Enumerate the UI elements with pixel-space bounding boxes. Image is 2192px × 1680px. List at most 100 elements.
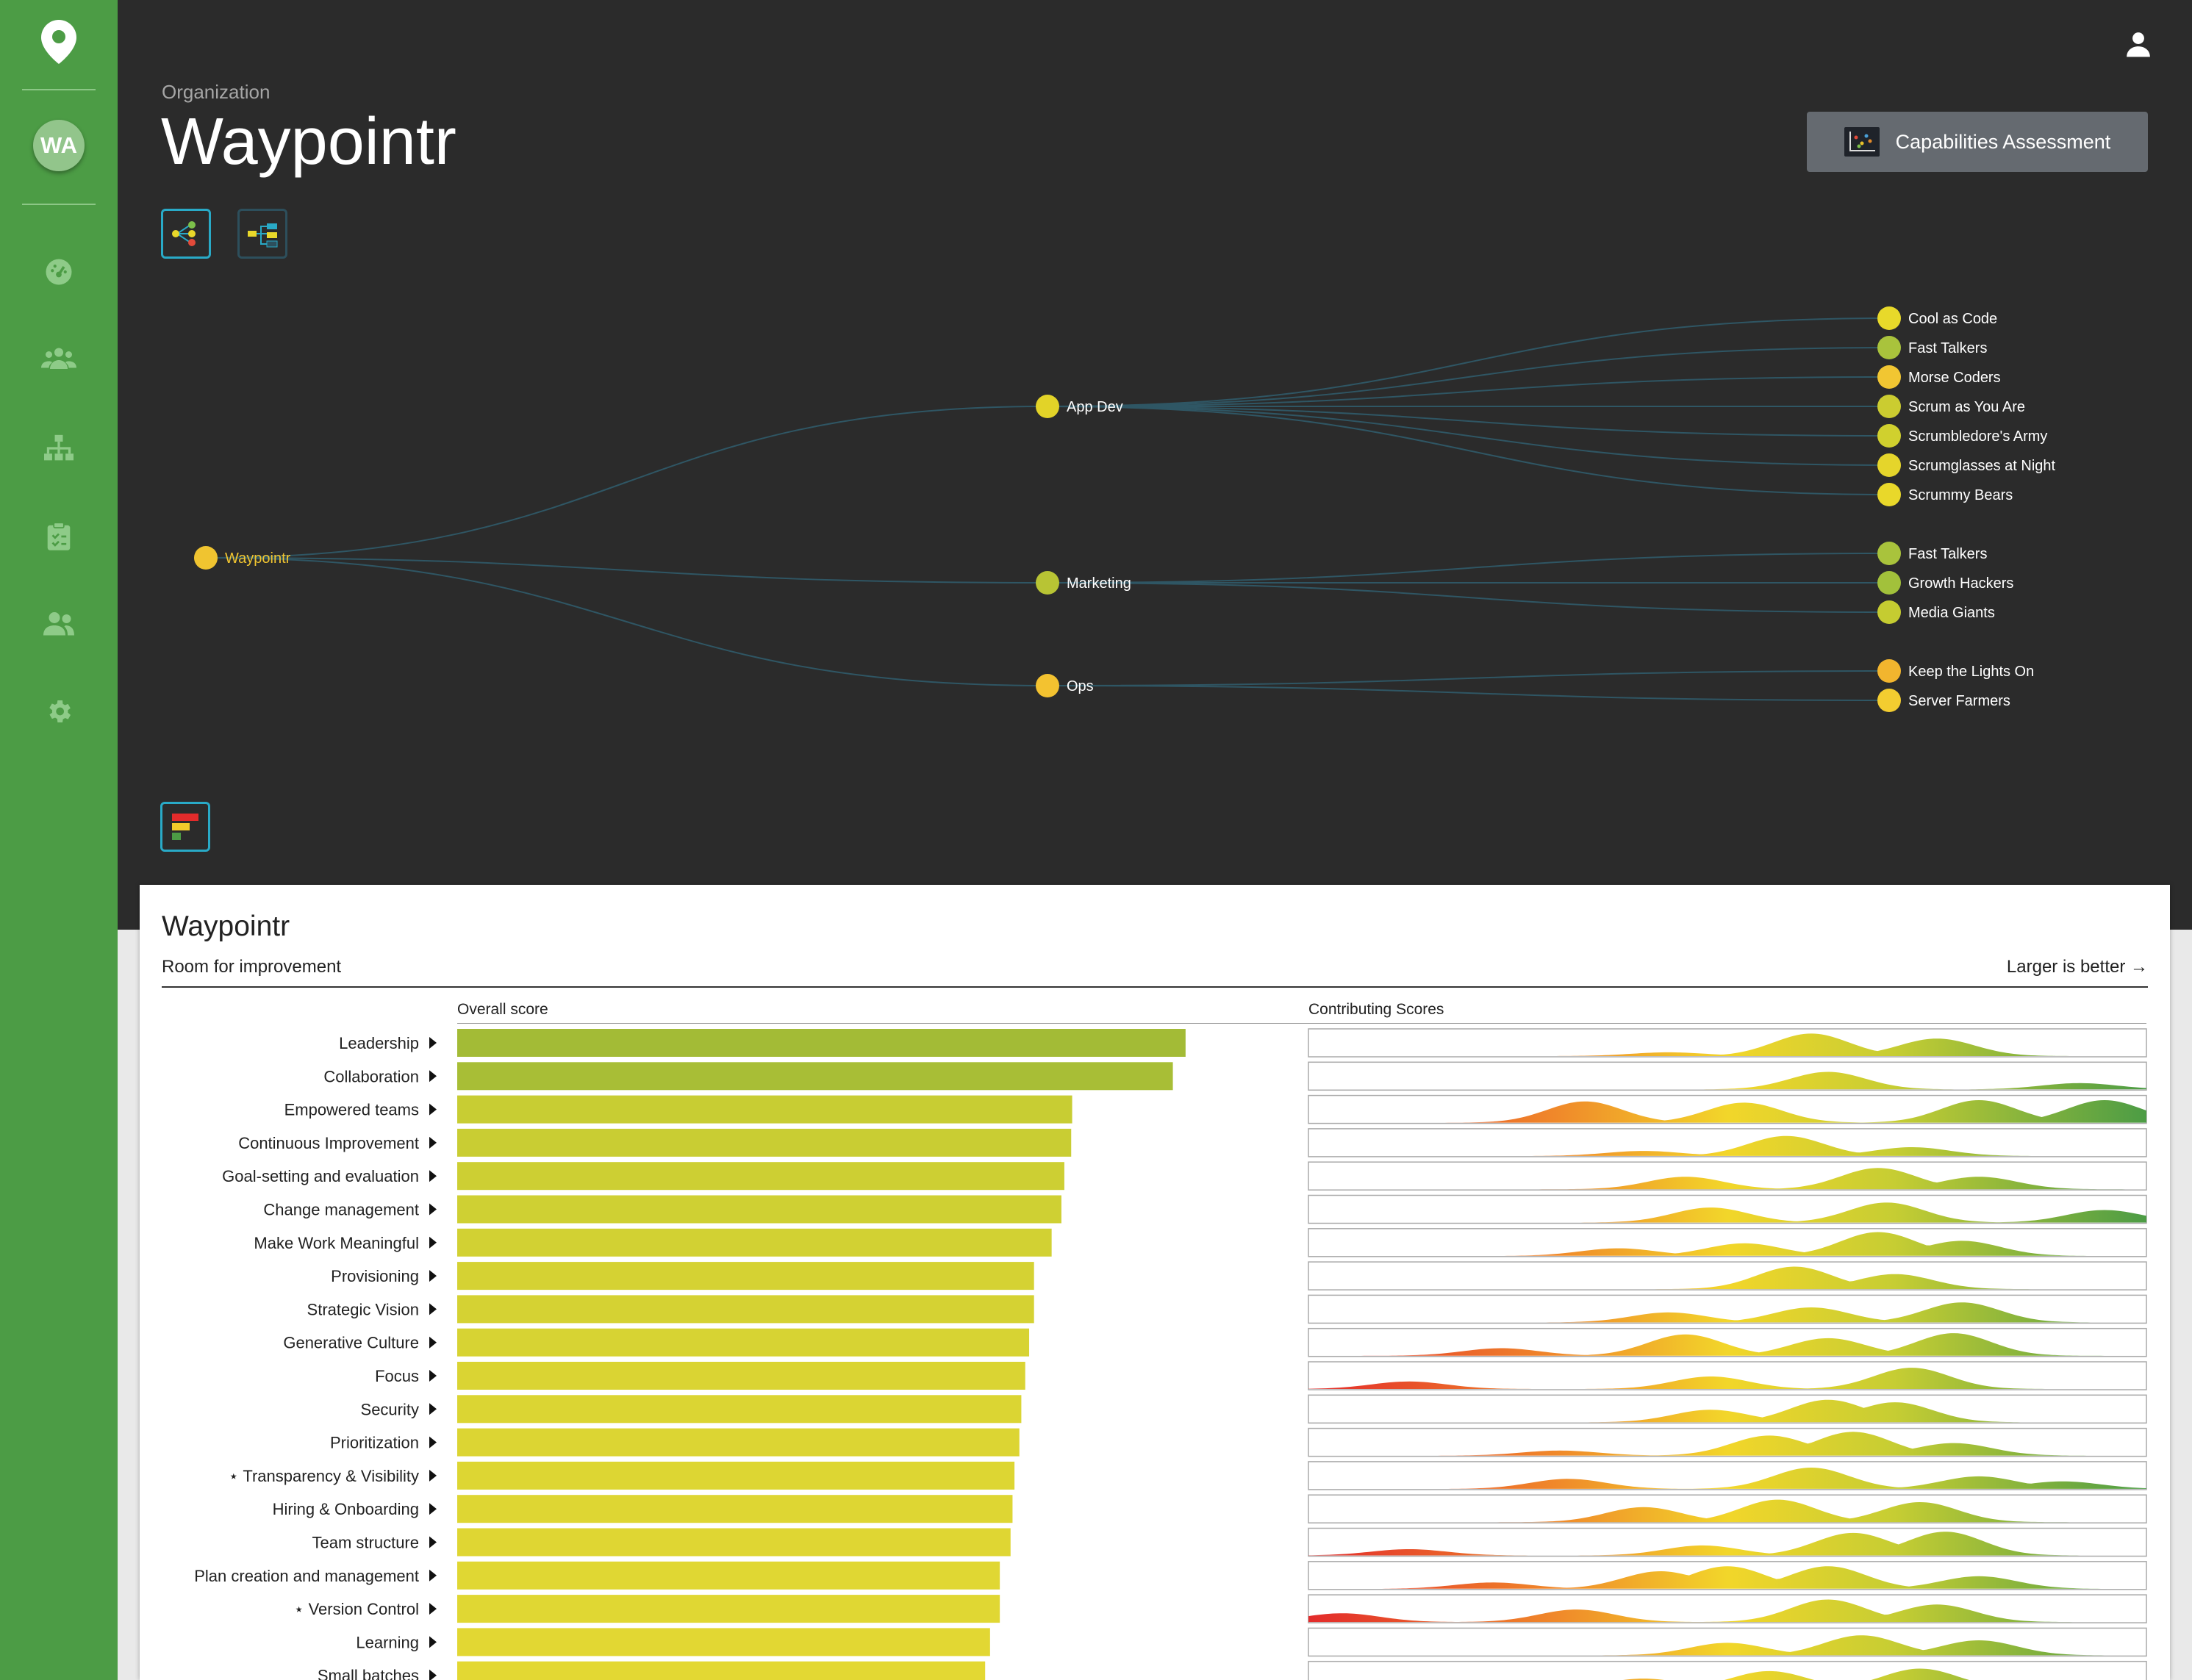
org-chart-icon[interactable] [0, 430, 118, 467]
expand-caret-icon[interactable] [429, 1136, 437, 1149]
tree-node-team[interactable]: Media Giants [1877, 600, 1995, 624]
tree-node-team-dot [1877, 365, 1901, 389]
expand-caret-icon[interactable] [429, 1070, 437, 1083]
expand-caret-icon[interactable] [429, 1236, 437, 1249]
category-label[interactable]: Security [361, 1400, 419, 1418]
category-label[interactable]: Leadership [339, 1034, 419, 1052]
settings-gear-icon[interactable] [0, 693, 118, 730]
expand-caret-icon[interactable] [429, 1569, 437, 1582]
tree-node-team[interactable]: Scrum as You Are [1877, 395, 2025, 418]
category-label[interactable]: Empowered teams [284, 1101, 419, 1119]
location-pin-icon[interactable] [0, 16, 118, 68]
breadcrumb[interactable]: Organization [162, 81, 271, 103]
contrib-ridge [1308, 1333, 2146, 1356]
contrib-ridge [1308, 1499, 2146, 1523]
groups-icon[interactable] [0, 340, 118, 376]
tree-node-team[interactable]: Scrumglasses at Night [1877, 453, 2056, 477]
category-label[interactable]: ⋆ Transparency & Visibility [229, 1467, 419, 1485]
tree-node-team[interactable]: Cool as Code [1877, 306, 1997, 330]
people-icon[interactable] [0, 605, 118, 642]
category-label[interactable]: Prioritization [330, 1434, 419, 1452]
tree-node-team-label: Scrummy Bears [1908, 487, 2013, 503]
score-bar [457, 1528, 1011, 1557]
expand-caret-icon[interactable] [429, 1503, 437, 1515]
contrib-ridge [1308, 1468, 2146, 1489]
score-bar [457, 1628, 990, 1656]
tree-node-team[interactable]: Morse Coders [1877, 365, 2001, 389]
page-title: Waypointr [161, 105, 456, 179]
category-label[interactable]: Strategic Vision [307, 1300, 419, 1318]
sidebar-divider [22, 204, 96, 205]
category-label[interactable]: Continuous Improvement [238, 1134, 419, 1152]
tree-node-team[interactable]: Scrummy Bears [1877, 483, 2013, 506]
tree-link [1047, 406, 1890, 437]
score-bar [457, 1395, 1022, 1424]
tree-node-group-dot [1036, 674, 1059, 697]
panel-subtitle: Room for improvement [162, 957, 342, 977]
tree-node-team[interactable]: Keep the Lights On [1877, 659, 2034, 683]
sidebar: WA [0, 0, 118, 1680]
expand-caret-icon[interactable] [429, 1636, 437, 1648]
tree-node-team-label: Scrumglasses at Night [1908, 458, 2056, 474]
tree-node-group[interactable]: Ops [1036, 674, 1094, 697]
tree-node-team-label: Fast Talkers [1908, 340, 1987, 356]
expand-caret-icon[interactable] [429, 1603, 437, 1615]
expand-caret-icon[interactable] [429, 1370, 437, 1382]
contrib-ridge [1308, 1202, 2146, 1223]
tree-node-team-dot [1877, 659, 1901, 683]
category-label[interactable]: Hiring & Onboarding [273, 1500, 419, 1518]
score-bar [457, 1461, 1015, 1490]
scores-chart: Leadership Collaboration Empowered teams Co… [194, 1028, 2147, 1680]
category-label[interactable]: Small batches [318, 1667, 419, 1680]
contrib-ridge [1308, 1135, 2146, 1156]
tree-node-group[interactable]: Marketing [1036, 571, 1131, 595]
dashboard-icon[interactable] [0, 254, 118, 290]
tree-node-team-label: Morse Coders [1908, 370, 2001, 386]
user-account-icon[interactable] [2124, 29, 2152, 59]
expand-caret-icon[interactable] [429, 1536, 437, 1548]
tree-node-team[interactable]: Scrumbledore's Army [1877, 424, 2047, 448]
category-label[interactable]: Learning [356, 1633, 419, 1651]
tree-node-team[interactable]: Server Farmers [1877, 689, 2010, 712]
bar-chart-toggle[interactable] [160, 802, 210, 852]
category-label[interactable]: Plan creation and management [194, 1567, 419, 1585]
score-bar [457, 1595, 1000, 1623]
contrib-ridge [1308, 1399, 2146, 1423]
hierarchy-view-toggle[interactable] [237, 209, 287, 259]
capabilities-assessment-button[interactable]: Capabilities Assessment [1807, 112, 2148, 172]
expand-caret-icon[interactable] [429, 1469, 437, 1482]
tree-node-team[interactable]: Fast Talkers [1877, 542, 1987, 565]
expand-caret-icon[interactable] [429, 1270, 437, 1282]
category-label[interactable]: Goal-setting and evaluation [222, 1167, 419, 1185]
tree-node-group-label: Marketing [1067, 575, 1131, 592]
category-label[interactable]: Focus [375, 1367, 419, 1385]
category-label[interactable]: Provisioning [331, 1267, 419, 1285]
assessment-clipboard-icon[interactable] [0, 518, 118, 555]
category-label[interactable]: Generative Culture [283, 1334, 419, 1352]
tree-link [1047, 582, 1890, 613]
avatar[interactable]: WA [33, 120, 85, 171]
tree-node-team[interactable]: Fast Talkers [1877, 336, 1987, 359]
tree-node-team[interactable]: Growth Hackers [1877, 571, 2013, 595]
category-label[interactable]: Team structure [312, 1534, 420, 1552]
tree-node-group[interactable]: App Dev [1036, 395, 1123, 418]
tree-node-root[interactable]: Waypointr [194, 546, 291, 570]
tree-node-group-label: App Dev [1067, 399, 1123, 415]
contrib-box [1308, 1061, 2147, 1091]
expand-caret-icon[interactable] [429, 1170, 437, 1182]
expand-caret-icon[interactable] [429, 1336, 437, 1349]
expand-caret-icon[interactable] [429, 1403, 437, 1415]
category-label[interactable]: Make Work Meaningful [254, 1234, 419, 1252]
tree-view-toggle[interactable] [161, 209, 211, 259]
expand-caret-icon[interactable] [429, 1303, 437, 1315]
expand-caret-icon[interactable] [429, 1103, 437, 1116]
tree-link [1047, 406, 1890, 495]
contrib-ridge [1308, 1071, 2146, 1090]
expand-caret-icon[interactable] [429, 1203, 437, 1216]
expand-caret-icon[interactable] [429, 1669, 437, 1680]
expand-caret-icon[interactable] [429, 1037, 437, 1049]
category-label[interactable]: Change management [263, 1201, 419, 1219]
category-label[interactable]: ⋆ Version Control [294, 1600, 419, 1618]
expand-caret-icon[interactable] [429, 1436, 437, 1449]
category-label[interactable]: Collaboration [323, 1067, 419, 1085]
